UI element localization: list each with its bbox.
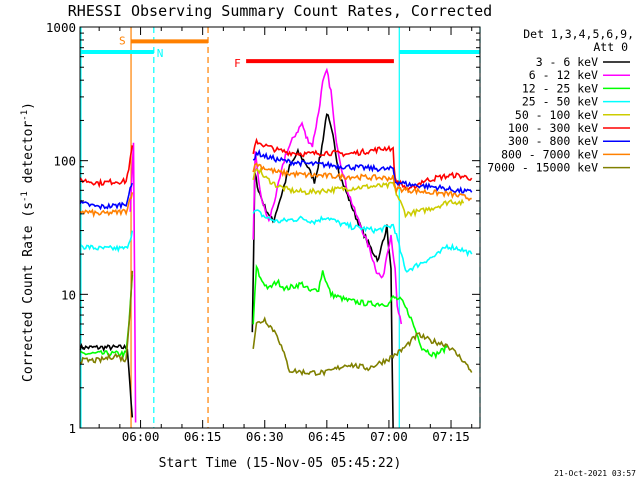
y-axis-label-part3: )	[21, 102, 36, 110]
legend-entry-label: 7000 - 15000 keV	[487, 161, 598, 175]
x-tick-label: 06:45	[308, 429, 346, 444]
series-line-1	[129, 142, 137, 423]
axis-layer: 1 10 100 1000 06:00 06:15 06:30 06:45 07:00 07:15	[46, 20, 480, 444]
x-tick-label: 07:00	[370, 429, 408, 444]
series-line-7	[79, 192, 134, 219]
footer-timestamp: 21-Oct-2021 03:57	[554, 469, 636, 478]
series-line-2	[79, 274, 134, 359]
y-axis-label-sup1: -1	[20, 191, 30, 202]
legend-entry-label: 3 - 6 keV	[536, 55, 598, 69]
series-line-8	[252, 316, 473, 377]
y-axis-label-part2: detector	[21, 121, 36, 192]
series-line-6	[252, 148, 473, 194]
legend-header-line1: Det 1,3,4,5,6,9,	[523, 27, 634, 41]
y-axis-label-part1: Corrected Count Rate (s	[21, 202, 36, 382]
flag-label-f: F	[234, 57, 241, 70]
y-axis-label: Corrected Count Rate (s-1 detector-1)	[20, 102, 36, 382]
legend-entry-label: 12 - 25 keV	[522, 81, 598, 95]
x-axis-label: Start Time (15-Nov-05 05:45:22)	[159, 456, 402, 471]
chart-title: RHESSI Observing Summary Count Rates, Co…	[68, 2, 492, 20]
legend-entry-label: 100 - 300 keV	[508, 121, 598, 135]
series-line-5	[79, 145, 134, 189]
x-tick-label: 06:15	[184, 429, 222, 444]
legend-entry-label: 300 - 800 keV	[508, 134, 598, 148]
series-line-8	[79, 270, 134, 365]
legend-entry-label: 800 - 7000 keV	[501, 147, 598, 161]
series-line-3	[252, 209, 473, 273]
legend-entry-label: 50 - 100 keV	[515, 108, 598, 122]
series-line-3	[79, 230, 134, 253]
series-line-0	[251, 113, 394, 429]
plot-frame	[79, 26, 481, 429]
series-line-1	[252, 67, 403, 325]
y-tick-label: 10	[61, 287, 76, 302]
flag-label-n: N	[157, 47, 164, 60]
y-axis-label-sup2: -1	[20, 110, 30, 121]
y-tick-label: 1000	[46, 20, 76, 35]
series-line-7	[252, 162, 472, 202]
x-tick-label: 06:30	[246, 429, 284, 444]
flag-label-s: S	[119, 34, 126, 47]
series-line-2	[252, 263, 448, 360]
y-tick-label: 1	[68, 421, 76, 436]
legend-entry-label: 6 - 12 keV	[529, 68, 598, 82]
series-line-4	[252, 167, 465, 219]
x-tick-label: 06:00	[122, 429, 160, 444]
series-layer	[79, 67, 473, 429]
series-line-0	[79, 342, 134, 418]
series-line-6	[79, 182, 134, 211]
x-tick-label: 07:15	[432, 429, 470, 444]
legend-header-line2: Att 0	[593, 40, 628, 54]
legend-entry-label: 25 - 50 keV	[522, 95, 598, 109]
series-line-5	[252, 137, 473, 192]
annotation-layer: S N F	[80, 27, 481, 428]
y-tick-label: 100	[53, 154, 76, 169]
